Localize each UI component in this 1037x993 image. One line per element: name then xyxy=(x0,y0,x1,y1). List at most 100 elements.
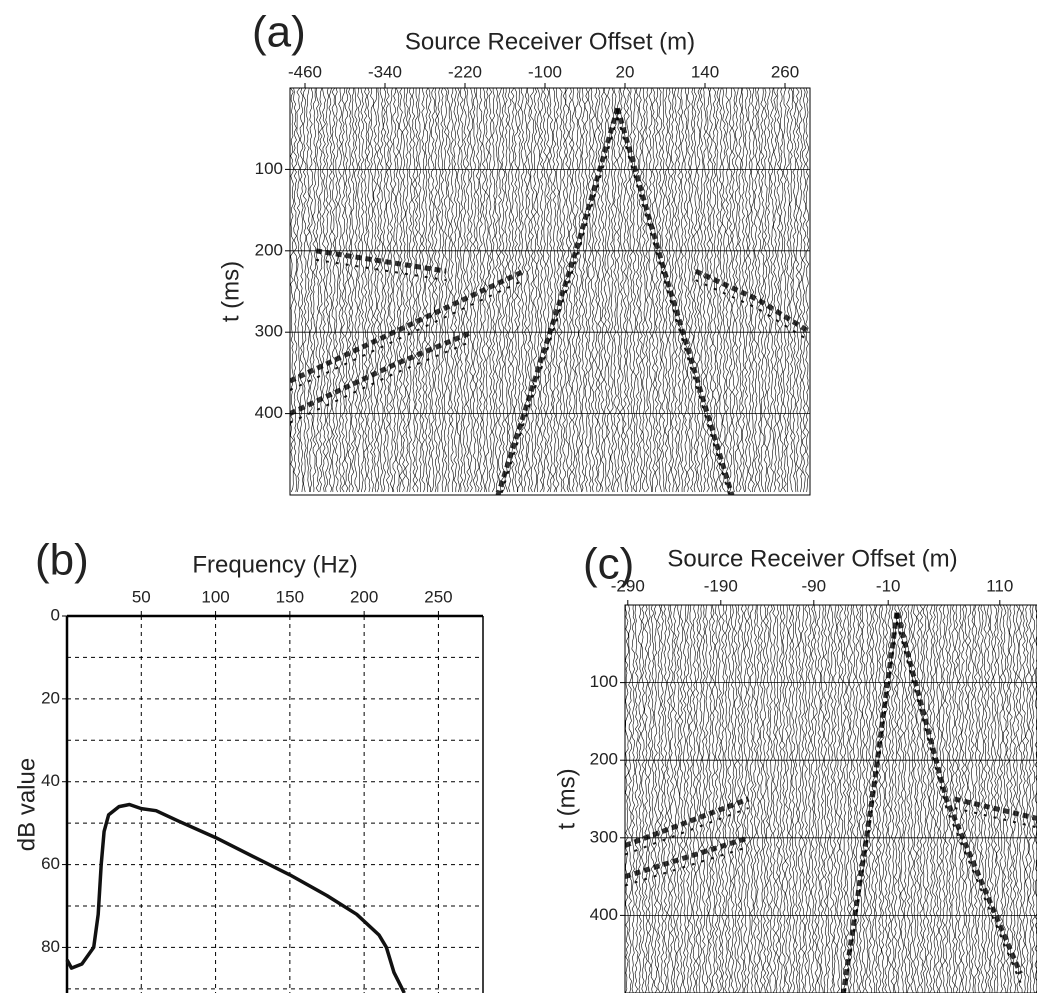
trace xyxy=(781,605,786,993)
trace xyxy=(733,605,738,993)
trace xyxy=(762,605,767,993)
trace xyxy=(666,605,671,993)
trace xyxy=(842,605,847,993)
trace xyxy=(653,605,658,993)
trace xyxy=(625,605,629,993)
trace xyxy=(855,605,860,993)
trace xyxy=(645,88,650,493)
event-band xyxy=(894,612,1023,975)
trace xyxy=(721,605,725,993)
trace xyxy=(654,88,659,493)
trace xyxy=(692,605,697,993)
x-tick-label: -220 xyxy=(448,62,482,81)
trace xyxy=(325,88,330,493)
trace xyxy=(977,605,981,993)
trace xyxy=(779,88,784,493)
trace xyxy=(344,88,349,493)
trace xyxy=(789,88,794,493)
y-tick-label: 60 xyxy=(41,854,60,873)
trace xyxy=(900,605,905,993)
trace xyxy=(685,605,690,993)
trace xyxy=(693,88,698,493)
trace xyxy=(906,605,911,993)
trace xyxy=(699,88,704,493)
trace xyxy=(427,88,432,493)
trace xyxy=(376,88,381,493)
event-band xyxy=(954,807,1037,829)
trace xyxy=(689,605,693,993)
trace xyxy=(331,88,336,493)
trace xyxy=(555,88,560,493)
trace xyxy=(718,88,723,493)
trace xyxy=(1005,605,1010,993)
trace xyxy=(738,88,742,493)
x-tick-label: -90 xyxy=(802,576,827,595)
x-axis-title: Source Receiver Offset (m) xyxy=(405,28,695,55)
trace xyxy=(488,88,493,493)
trace xyxy=(430,88,435,493)
trace xyxy=(638,88,643,493)
trace xyxy=(501,88,506,493)
trace xyxy=(363,88,368,493)
x-tick-label: -340 xyxy=(368,62,402,81)
trace xyxy=(661,88,666,493)
trace xyxy=(338,88,342,493)
trace xyxy=(306,88,310,493)
trace xyxy=(989,605,994,993)
trace xyxy=(794,605,799,993)
trace xyxy=(424,88,429,493)
trace xyxy=(552,88,557,493)
spectrum-line xyxy=(65,802,406,993)
x-tick-label: 50 xyxy=(132,587,151,606)
plot-frame xyxy=(289,87,811,496)
trace xyxy=(728,88,733,493)
x-tick-label: -190 xyxy=(704,576,738,595)
trace xyxy=(708,605,713,993)
y-tick-label: 100 xyxy=(590,672,618,691)
event-band xyxy=(290,340,473,424)
trace xyxy=(616,88,621,493)
trace xyxy=(951,605,956,993)
trace xyxy=(341,88,346,493)
trace xyxy=(797,605,802,993)
trace xyxy=(322,88,326,493)
trace xyxy=(702,88,707,493)
trace xyxy=(804,605,809,993)
trace xyxy=(749,605,754,993)
trace xyxy=(1021,605,1026,993)
trace xyxy=(584,88,589,493)
trace xyxy=(293,88,298,493)
trace xyxy=(786,88,790,493)
trace xyxy=(597,88,602,493)
trace xyxy=(440,88,445,493)
trace xyxy=(669,605,674,993)
event-band xyxy=(290,279,525,391)
trace xyxy=(539,88,544,493)
y-tick-label: 300 xyxy=(255,322,283,341)
event-band xyxy=(315,248,447,274)
trace xyxy=(881,605,885,993)
trace xyxy=(631,605,636,993)
trace xyxy=(980,605,985,993)
trace xyxy=(849,605,853,993)
y-tick-label: 200 xyxy=(255,240,283,259)
event-band xyxy=(694,268,810,335)
event-band xyxy=(954,796,1037,821)
trace xyxy=(629,88,634,493)
trace xyxy=(632,88,637,493)
trace xyxy=(792,88,797,493)
trace xyxy=(871,605,876,993)
trace xyxy=(909,605,914,993)
trace xyxy=(805,88,810,493)
trace xyxy=(558,88,563,493)
trace xyxy=(817,605,821,993)
trace xyxy=(770,88,774,493)
trace xyxy=(456,88,461,493)
trace xyxy=(884,605,889,993)
x-tick-label: 260 xyxy=(771,62,799,81)
trace xyxy=(657,605,661,993)
trace xyxy=(737,605,741,993)
trace xyxy=(839,605,844,993)
y-tick-label: 200 xyxy=(590,750,618,769)
trace xyxy=(932,605,937,993)
